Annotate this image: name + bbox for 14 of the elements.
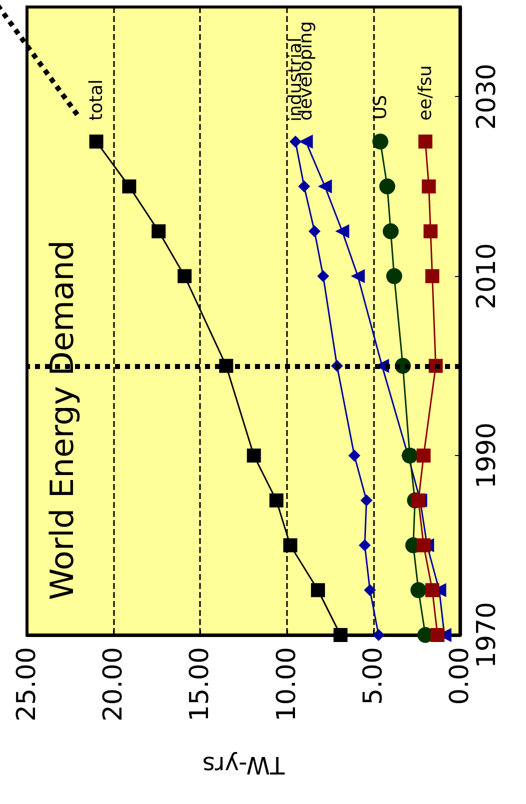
text: ee/fsu xyxy=(414,65,436,121)
x-tick-label: 25.00 xyxy=(12,647,42,722)
x-tick-label: 20.00 xyxy=(98,647,129,722)
x-axis-title: TW-yrs xyxy=(202,751,286,779)
text: total xyxy=(86,79,107,121)
y-tick-label: 1970 xyxy=(472,602,502,668)
y-tick-label: 2030 xyxy=(472,64,502,130)
x-tick-label: 10.00 xyxy=(272,647,302,722)
y-tick-label: 2010 xyxy=(472,243,502,310)
x-tick-label: 5.00 xyxy=(358,647,388,705)
y-tick-label: 1990 xyxy=(472,422,502,489)
x-tick-label: 0.00 xyxy=(445,647,475,705)
x-tick-label: 15.00 xyxy=(185,647,216,722)
text: World Energy Demand xyxy=(43,240,81,600)
